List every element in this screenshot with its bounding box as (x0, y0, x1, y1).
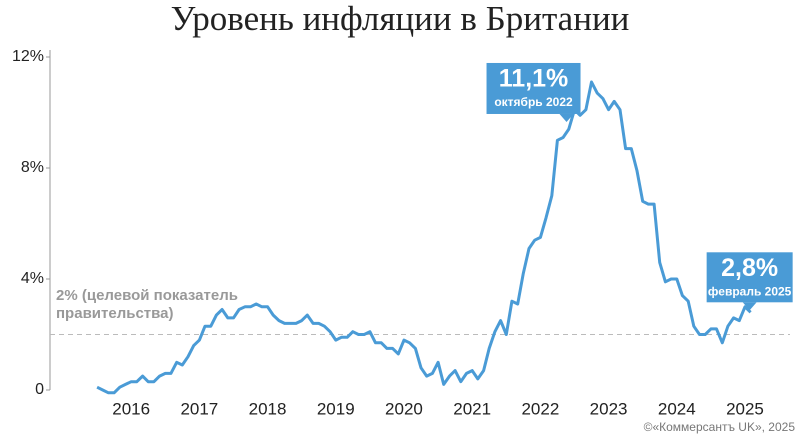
x-tick-label: 2023 (590, 399, 628, 418)
source: ©«Коммерсантъ UK», 2025 (644, 420, 796, 434)
callout-value: 11,1% (499, 65, 569, 93)
x-tick-label: 2022 (521, 399, 559, 418)
y-tick-label: 8% (21, 159, 44, 176)
target-label: 2% (целевой показатель (56, 287, 238, 304)
y-tick-label: 12% (12, 48, 44, 65)
x-tick-label: 2019 (317, 399, 355, 418)
x-tick-label: 2018 (249, 399, 287, 418)
y-tick-label: 4% (21, 270, 44, 287)
callout-value: 2,8% (721, 254, 778, 282)
x-tick-label: 2016 (112, 399, 150, 418)
x-tick-label: 2025 (726, 399, 764, 418)
target-label: правительства) (56, 305, 174, 322)
x-tick-label: 2024 (658, 399, 696, 418)
chart-title: Уровень инфляции в Британии (171, 0, 630, 38)
callout-box (706, 252, 793, 303)
callout-box (486, 62, 581, 114)
x-tick-label: 2017 (180, 399, 218, 418)
line-series (96, 80, 752, 395)
callout-date: октябрь 2022 (494, 95, 573, 109)
callout-pointer (559, 113, 574, 122)
x-tick-label: 2020 (385, 399, 423, 418)
callout-date: февраль 2025 (708, 284, 792, 298)
callout-pointer (742, 302, 757, 311)
y-tick-label: 0 (35, 381, 44, 398)
x-tick-label: 2021 (453, 399, 491, 418)
